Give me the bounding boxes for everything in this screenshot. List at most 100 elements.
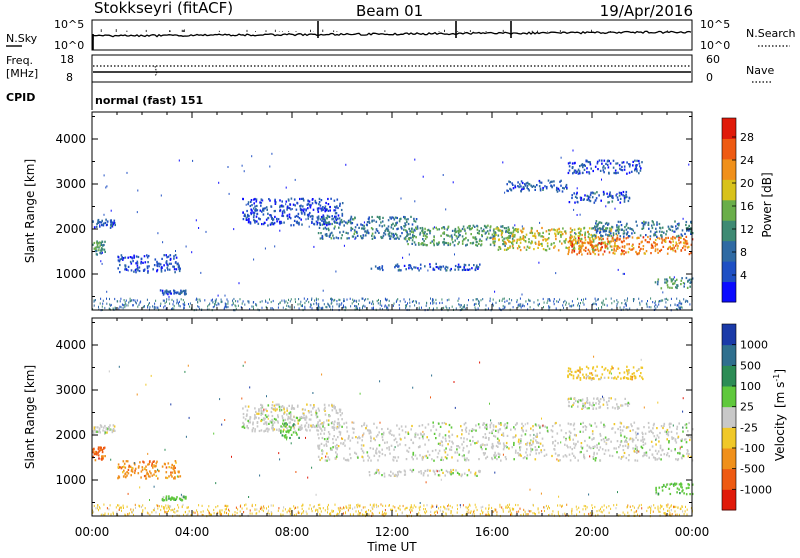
- colorbar-segment: [722, 118, 736, 139]
- noise-point: [307, 477, 308, 479]
- y-tick-label: 3000: [55, 383, 86, 397]
- noise-point: [395, 446, 396, 448]
- echo-band: [317, 216, 418, 241]
- nsearch-tick-top: 10^5: [700, 18, 730, 31]
- colorbar-tick-label: 12: [740, 223, 754, 236]
- noise-point: [637, 433, 638, 435]
- noise-point: [420, 502, 421, 504]
- freq-tick-top: 18: [60, 53, 74, 66]
- noise-point: [530, 439, 531, 441]
- noise-point: [530, 489, 531, 491]
- station-title: Stokkseyri (fitACF): [94, 0, 233, 17]
- time-xlabel: Time UT: [366, 540, 417, 554]
- colorbar-segment: [722, 345, 736, 366]
- noise-point: [253, 259, 254, 261]
- noise-point: [490, 419, 491, 421]
- noise-point: [263, 409, 264, 411]
- y-tick-label: 2000: [55, 222, 86, 236]
- noise-point: [188, 365, 189, 367]
- noise-point: [102, 252, 103, 254]
- colorbar-segment: [722, 220, 736, 241]
- noise-point: [414, 200, 415, 202]
- noise-point: [295, 471, 296, 473]
- noise-point: [246, 204, 247, 206]
- noise-point: [170, 403, 171, 405]
- noise-point: [577, 214, 578, 216]
- noise-point: [673, 231, 674, 233]
- freq-glitch: [154, 66, 157, 76]
- colorbar-segment: [722, 365, 736, 386]
- noise-point: [401, 198, 402, 200]
- ground-scatter: [92, 356, 693, 518]
- y-tick-label: 4000: [55, 132, 86, 146]
- echo-band: [317, 422, 693, 462]
- noise-point: [427, 270, 428, 272]
- noise-point: [286, 187, 287, 189]
- time-tick-label: 00:00: [75, 525, 110, 539]
- freq-label-line2: [MHz]: [6, 67, 38, 80]
- y-tick-label: 1000: [55, 267, 86, 281]
- noise-point: [245, 361, 246, 363]
- noise-point: [206, 231, 207, 233]
- noise-point: [325, 456, 326, 458]
- noise-point: [680, 447, 681, 449]
- noise-point: [556, 458, 557, 460]
- noise-point: [615, 239, 616, 241]
- noise-point: [542, 425, 543, 427]
- velocity-colorbar-label-unit: [m s: [773, 382, 787, 408]
- echo-band: [371, 263, 481, 272]
- noise-point: [105, 187, 106, 189]
- noise-point: [271, 153, 272, 155]
- noise-point: [455, 407, 456, 409]
- noise-point: [437, 470, 438, 472]
- noise-point: [219, 398, 220, 400]
- noise-point: [352, 421, 353, 423]
- echo-band: [93, 424, 116, 435]
- echo-band: [567, 397, 630, 410]
- noise-point: [139, 486, 140, 488]
- time-tick-label: 04:00: [175, 525, 210, 539]
- noise-point: [279, 230, 280, 232]
- noise-point: [186, 246, 187, 248]
- noise-point: [157, 232, 158, 234]
- noise-point: [162, 241, 163, 243]
- noise-point: [414, 159, 415, 161]
- time-tick-label: 16:00: [475, 525, 510, 539]
- colorbar-segment: [722, 138, 736, 159]
- noise-point: [221, 424, 222, 426]
- noise-point: [522, 225, 523, 227]
- noise-point: [503, 454, 504, 456]
- noise-point: [225, 295, 226, 297]
- noise-point: [577, 187, 578, 189]
- echo-band: [567, 236, 693, 256]
- noise-point: [106, 185, 107, 187]
- noise-point: [109, 370, 110, 372]
- beam-title: Beam 01: [356, 2, 423, 20]
- noise-point: [151, 375, 152, 377]
- noise-point: [573, 209, 574, 211]
- noise-point: [278, 452, 279, 454]
- echo-band: [592, 220, 693, 238]
- noise-point: [409, 254, 410, 256]
- noise-point: [638, 451, 639, 453]
- noise-point: [623, 273, 624, 275]
- colorbar-tick-label: 24: [740, 154, 754, 167]
- colorbar-segment: [722, 324, 736, 345]
- noise-point: [218, 295, 219, 297]
- noise-point: [106, 291, 107, 293]
- colorbar-segment: [722, 407, 736, 428]
- velocity-ylabel: Slant Range [km]: [23, 365, 37, 469]
- colorbar-tick-label: -25: [740, 421, 758, 434]
- echo-band: [92, 446, 106, 461]
- colorbar-tick-label: 20: [740, 177, 754, 190]
- noise-point: [577, 242, 578, 244]
- noise-point: [279, 458, 280, 460]
- noise-point: [412, 387, 413, 389]
- colorbar-tick-label: 25: [740, 401, 754, 414]
- noise-point: [104, 214, 105, 216]
- noise-point: [169, 296, 170, 298]
- nave-label: Nave: [746, 64, 774, 77]
- velocity-data: [92, 356, 694, 518]
- noise-point: [265, 248, 266, 250]
